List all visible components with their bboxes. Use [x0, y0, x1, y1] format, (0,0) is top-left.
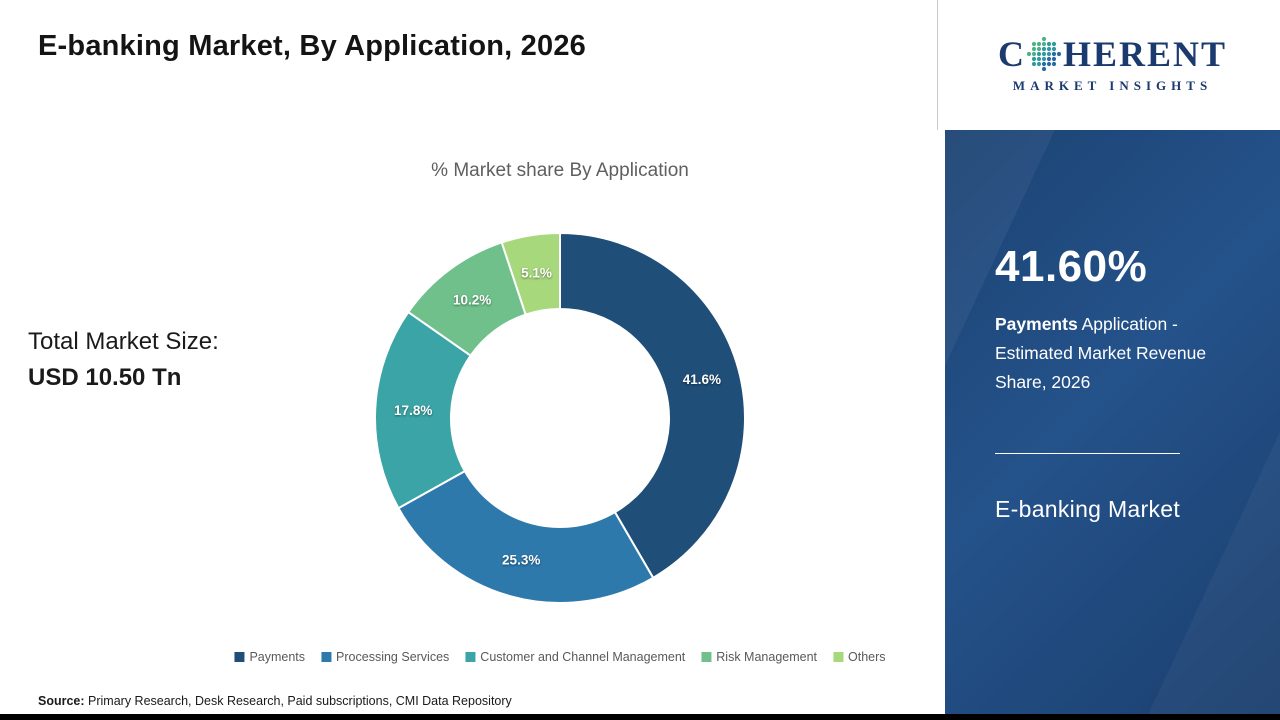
logo-dot: [1041, 56, 1047, 62]
source-label: Source:: [38, 694, 85, 708]
logo-dot: [1031, 41, 1037, 47]
market-size-label: Total Market Size:: [28, 328, 219, 355]
highlight-panel-content: 41.60% Payments Application - Estimated …: [945, 130, 1280, 523]
panel-market-title: E-banking Market: [995, 495, 1181, 522]
stat-value: 41.60%: [995, 242, 1148, 291]
logo-dotted-o-icon: [1026, 37, 1061, 71]
logo-dot: [1051, 61, 1057, 67]
logo-wordmark: C HERENT: [998, 36, 1227, 72]
logo-dot: [1051, 51, 1057, 57]
legend-item-payments: Payments: [234, 650, 305, 664]
logo-dot: [1041, 41, 1047, 47]
legend-label: Risk Management: [716, 650, 818, 664]
logo-dot: [1031, 51, 1037, 57]
logo-dot: [1041, 37, 1047, 42]
logo-dot: [1046, 41, 1052, 47]
logo-dot: [1041, 66, 1047, 71]
donut-chart: 41.6% 25.3% 17.8% 10.2% 5.1%: [374, 231, 746, 604]
logo-dot: [1031, 46, 1037, 52]
slice-value-label: 10.2%: [453, 293, 491, 308]
source-line: Source: Primary Research, Desk Research,…: [38, 694, 512, 708]
donut-slice-payments: [559, 231, 746, 580]
legend-swatch-icon: [833, 652, 844, 662]
logo-dot: [1031, 56, 1037, 62]
chart-area: E-banking Market, By Application, 2026 %…: [28, 30, 886, 708]
legend-label: Customer and Channel Management: [480, 650, 686, 664]
legend-item-risk-management: Risk Management: [701, 650, 817, 664]
slice-value-label: 5.1%: [521, 265, 552, 280]
brand-logo: C HERENT MARKET INSIGHTS: [945, 0, 1280, 130]
chart-title: % Market share By Application: [431, 160, 689, 181]
slice-value-label: 17.8%: [394, 403, 432, 418]
logo-letters-rest: HERENT: [1062, 34, 1228, 74]
logo-dot: [1031, 61, 1037, 67]
legend-item-processing-services: Processing Services: [321, 650, 449, 664]
logo-dot: [1041, 46, 1047, 52]
slice-value-label: 41.6%: [683, 372, 721, 387]
panel-divider: [995, 452, 1180, 454]
logo-dot: [1046, 56, 1052, 62]
logo-dot: [1041, 51, 1047, 57]
logo-dot: [1036, 56, 1042, 62]
logo-dot: [1051, 41, 1057, 47]
logo-dot: [1046, 51, 1052, 57]
slice-value-label: 25.3%: [502, 552, 540, 567]
logo-dot: [1036, 51, 1042, 57]
donut-slice-processing-services: [397, 469, 655, 604]
logo-subtitle: MARKET INSIGHTS: [1012, 78, 1213, 93]
legend-item-others: Others: [833, 650, 886, 664]
logo-dot: [1041, 61, 1047, 67]
legend-swatch-icon: [234, 652, 245, 662]
logo-dot: [1026, 51, 1032, 57]
logo-dot: [1036, 61, 1042, 67]
bottom-border-bar: [0, 714, 1280, 720]
logo-dot: [1046, 46, 1052, 52]
logo-dot: [1051, 56, 1057, 62]
logo-dot: [1036, 41, 1042, 47]
source-text: Primary Research, Desk Research, Paid su…: [84, 694, 512, 708]
logo-dot: [1056, 51, 1061, 57]
page-title: E-banking Market, By Application, 2026: [38, 30, 586, 62]
legend-swatch-icon: [701, 652, 712, 662]
vertical-divider: [937, 0, 938, 130]
legend-label: Payments: [249, 650, 306, 664]
stat-description-rest: Application - Estimated Market Revenue S…: [995, 314, 1207, 392]
highlight-panel: 41.60% Payments Application - Estimated …: [945, 130, 1280, 720]
stat-description-bold: Payments: [995, 314, 1078, 334]
donut-slice-others: [500, 231, 561, 316]
market-size-value: USD 10.50 Tn: [28, 364, 182, 391]
legend-swatch-icon: [465, 652, 476, 662]
logo-dot: [1051, 46, 1057, 52]
logo-letter-c: C: [997, 34, 1026, 74]
legend-label: Others: [848, 650, 886, 664]
chart-legend: Payments Processing Services Customer and …: [234, 650, 886, 664]
legend-item-customer-and-channel-management: Customer and Channel Management: [465, 650, 685, 664]
total-market-size: Total Market Size: USD 10.50 Tn: [28, 328, 219, 392]
legend-label: Processing Services: [336, 650, 450, 664]
legend-swatch-icon: [321, 652, 332, 662]
logo-dot: [1046, 61, 1052, 67]
stat-description: Payments Application - Estimated Market …: [995, 310, 1210, 397]
logo-dot: [1036, 46, 1042, 52]
